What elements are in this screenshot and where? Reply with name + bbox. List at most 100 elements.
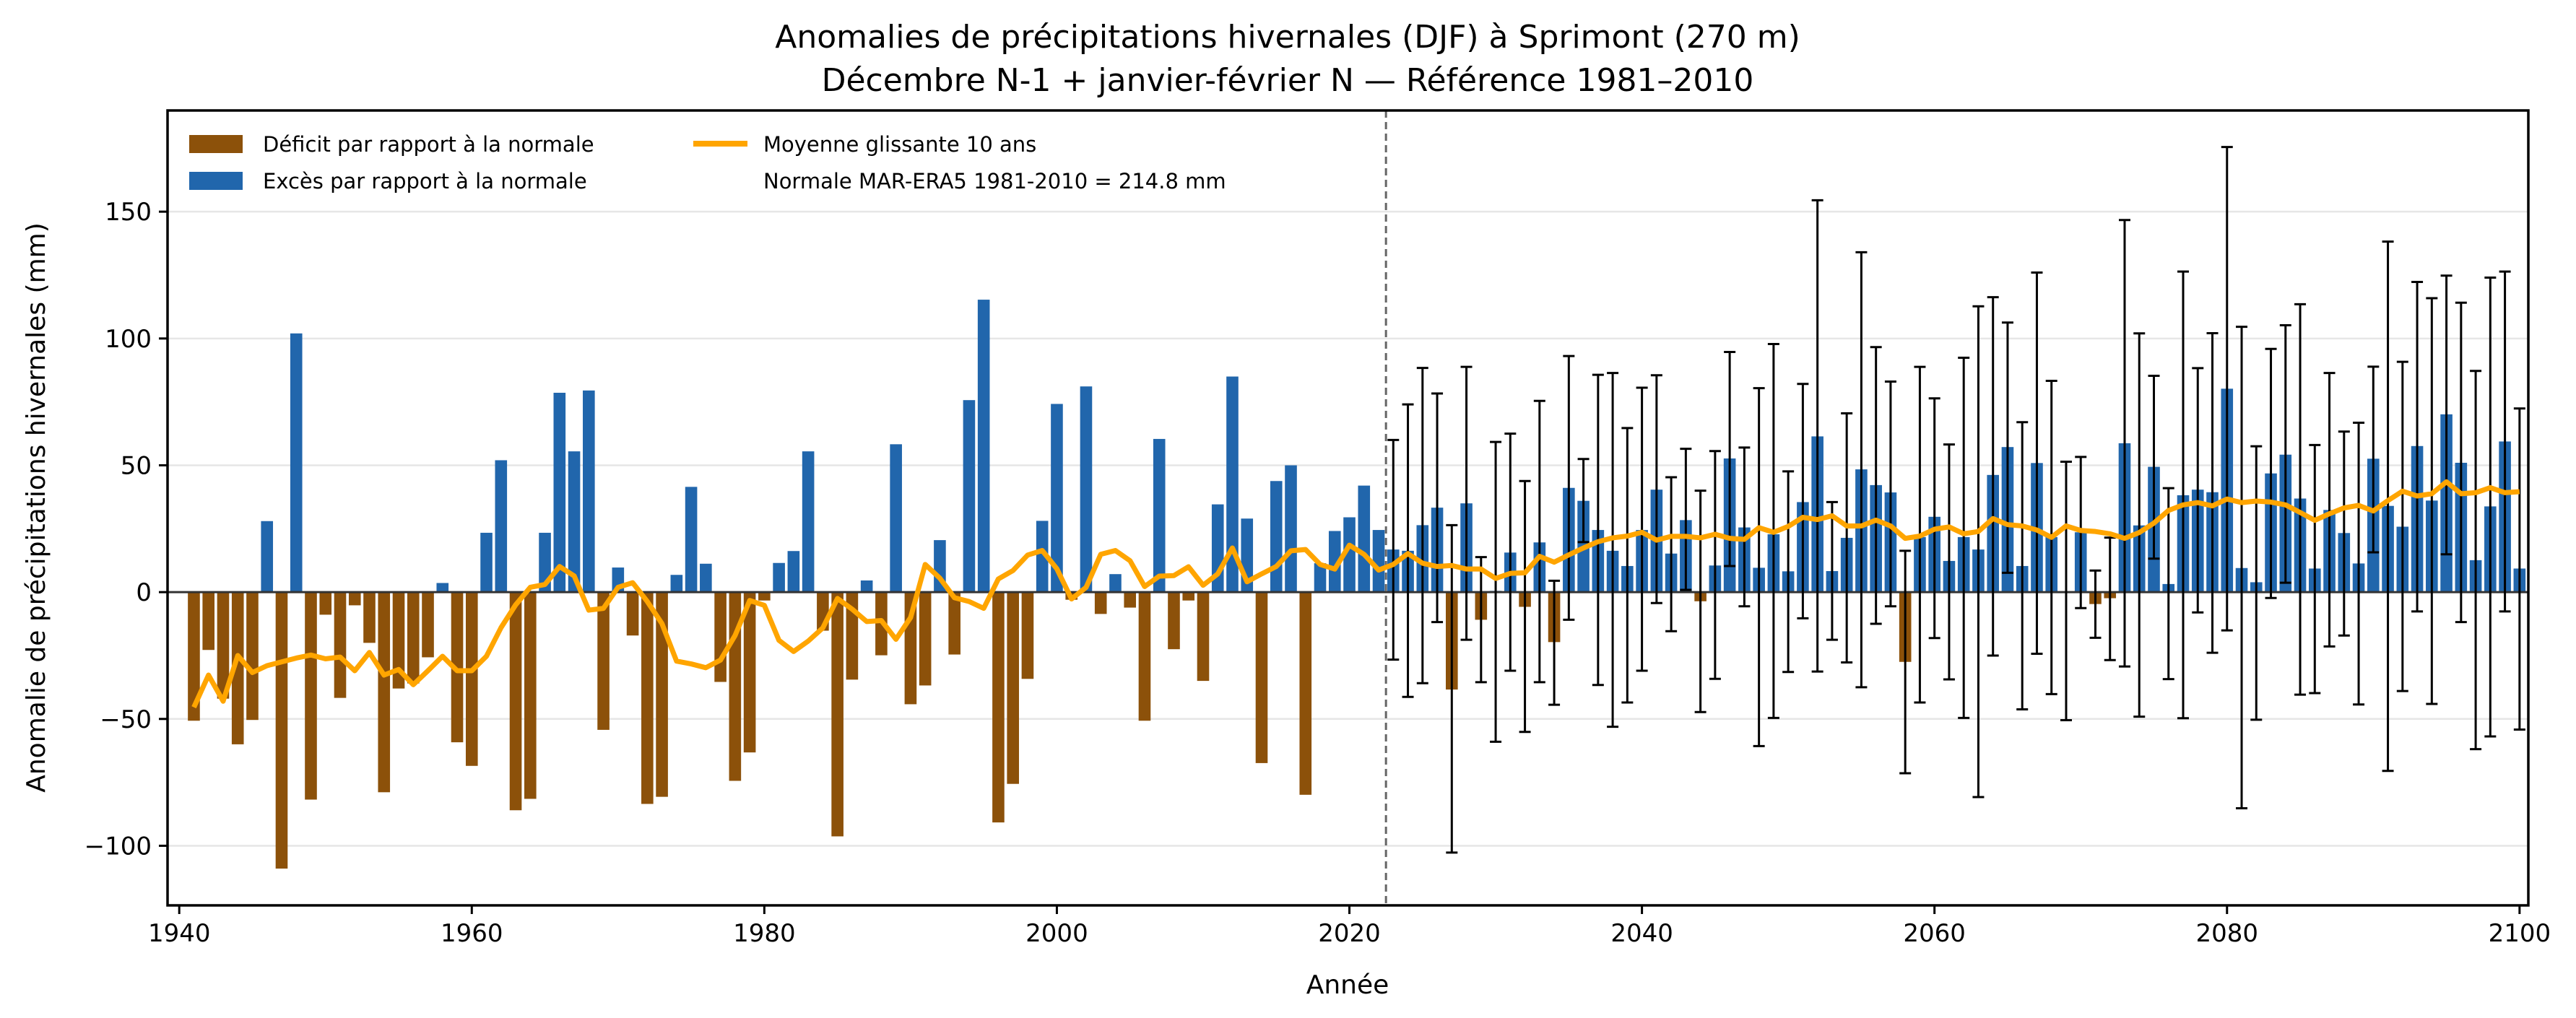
errorbar xyxy=(1753,387,1765,747)
axes-frame xyxy=(166,109,2530,907)
bar-excess xyxy=(787,551,800,593)
bar-excess xyxy=(1372,530,1385,593)
errorbar xyxy=(2192,367,2204,614)
y-axis-label: Anomalie de précipitations hivernales (m… xyxy=(22,222,51,793)
errorbar xyxy=(1548,579,1561,706)
bar-deficit xyxy=(641,592,654,804)
errorbar xyxy=(1416,367,1428,684)
bar-excess xyxy=(1270,481,1283,593)
x-tick-label: 2080 xyxy=(2196,919,2259,948)
errorbar xyxy=(2236,326,2248,809)
errorbar xyxy=(1446,523,1458,854)
bar-excess xyxy=(495,460,508,593)
y-tick-label: −50 xyxy=(100,705,152,734)
errorbar xyxy=(1709,450,1721,680)
chart-subtitle: Décembre N-1 + janvier-février N — Référ… xyxy=(822,62,1754,99)
bar-excess xyxy=(685,487,698,593)
y-tick-label: 50 xyxy=(121,451,152,480)
bar-excess xyxy=(802,451,815,593)
errorbar xyxy=(1592,373,1604,687)
legend-deficit-swatch xyxy=(189,135,243,153)
errorbar xyxy=(1811,199,1823,673)
errorbar xyxy=(1431,392,1444,624)
bar-deficit xyxy=(626,592,639,636)
bar-excess xyxy=(1328,531,1341,593)
errorbar xyxy=(1665,476,1678,632)
errorbar xyxy=(2060,461,2072,722)
errorbar xyxy=(2221,146,2233,632)
bar-deficit xyxy=(1168,592,1180,650)
x-tick-label: 2040 xyxy=(1610,919,1673,948)
x-tick-label: 2000 xyxy=(1025,919,1088,948)
x-tick-label: 1960 xyxy=(441,919,503,948)
legend-excess-label: Excès par rapport à la normale xyxy=(263,169,587,193)
errorbar xyxy=(1533,399,1545,684)
bar-deficit xyxy=(231,592,244,744)
errorbar xyxy=(1563,354,1575,621)
bar-excess xyxy=(1109,574,1122,593)
errorbar xyxy=(2118,219,2130,668)
y-tick-label: 150 xyxy=(105,198,152,227)
errorbar xyxy=(1870,346,1882,625)
x-tick-label: 2020 xyxy=(1318,919,1381,948)
errorbar xyxy=(1387,438,1400,661)
errorbar xyxy=(1650,374,1662,604)
chart-title: Anomalies de précipitations hivernales (… xyxy=(775,19,1800,56)
bar-deficit xyxy=(656,592,668,797)
errorbar xyxy=(2309,443,2321,695)
bar-excess xyxy=(1036,521,1049,593)
errorbar xyxy=(1680,448,1692,591)
bar-excess xyxy=(1343,517,1356,593)
bar-deficit xyxy=(378,592,391,793)
errorbar xyxy=(2353,421,2365,706)
errorbar xyxy=(1826,500,1838,641)
errorbar xyxy=(2382,240,2394,773)
legend-normal-label: Normale MAR-ERA5 1981-2010 = 214.8 mm xyxy=(763,169,1226,193)
bar-excess xyxy=(963,400,976,593)
errorbar xyxy=(2162,487,2174,681)
errorbar xyxy=(2133,332,2146,718)
bar-deficit xyxy=(465,592,478,766)
bar-excess xyxy=(1051,404,1063,593)
errorbar xyxy=(1694,490,1707,713)
errorbar xyxy=(2279,324,2291,584)
y-axis: −100 −50 0 50 100 150 xyxy=(84,198,168,861)
x-tick-label: 2060 xyxy=(1903,919,1966,948)
errorbar xyxy=(2177,270,2190,720)
errorbar xyxy=(1972,305,1985,799)
errorbar xyxy=(2484,277,2497,738)
errorbar xyxy=(2411,280,2424,613)
y-tick-label: −100 xyxy=(84,832,152,861)
errorbar xyxy=(2499,270,2511,613)
errorbar xyxy=(1577,458,1590,544)
bar-deficit xyxy=(392,592,405,689)
bar-deficit xyxy=(202,592,215,651)
bar-excess xyxy=(1153,438,1166,593)
errorbar xyxy=(1724,350,1736,567)
errorbar xyxy=(1855,251,1868,689)
y-tick-label: 0 xyxy=(136,578,152,607)
errorbar xyxy=(1884,380,1896,608)
bar-excess xyxy=(860,580,873,593)
errorbar xyxy=(1475,556,1487,684)
bar-deficit xyxy=(305,592,317,800)
errorbar xyxy=(2323,372,2336,648)
bar-deficit xyxy=(217,592,230,699)
errorbar xyxy=(1782,470,1795,674)
bar-deficit xyxy=(1255,592,1268,763)
errorbar xyxy=(2338,430,2350,637)
errorbar xyxy=(1958,357,1970,719)
bar-deficit xyxy=(246,592,259,721)
bar-deficit xyxy=(1124,592,1137,608)
bar-deficit xyxy=(1197,592,1210,682)
errorbar xyxy=(2455,301,2467,624)
bar-deficit xyxy=(919,592,932,686)
errorbar xyxy=(1504,432,1517,672)
x-tick-label: 1940 xyxy=(148,919,211,948)
bar-deficit xyxy=(1007,592,1019,784)
errorbar xyxy=(2001,321,2013,574)
errorbar xyxy=(1460,365,1473,641)
errorbar xyxy=(2089,569,2102,639)
errorbar xyxy=(2440,274,2453,556)
bar-excess xyxy=(1080,386,1093,593)
